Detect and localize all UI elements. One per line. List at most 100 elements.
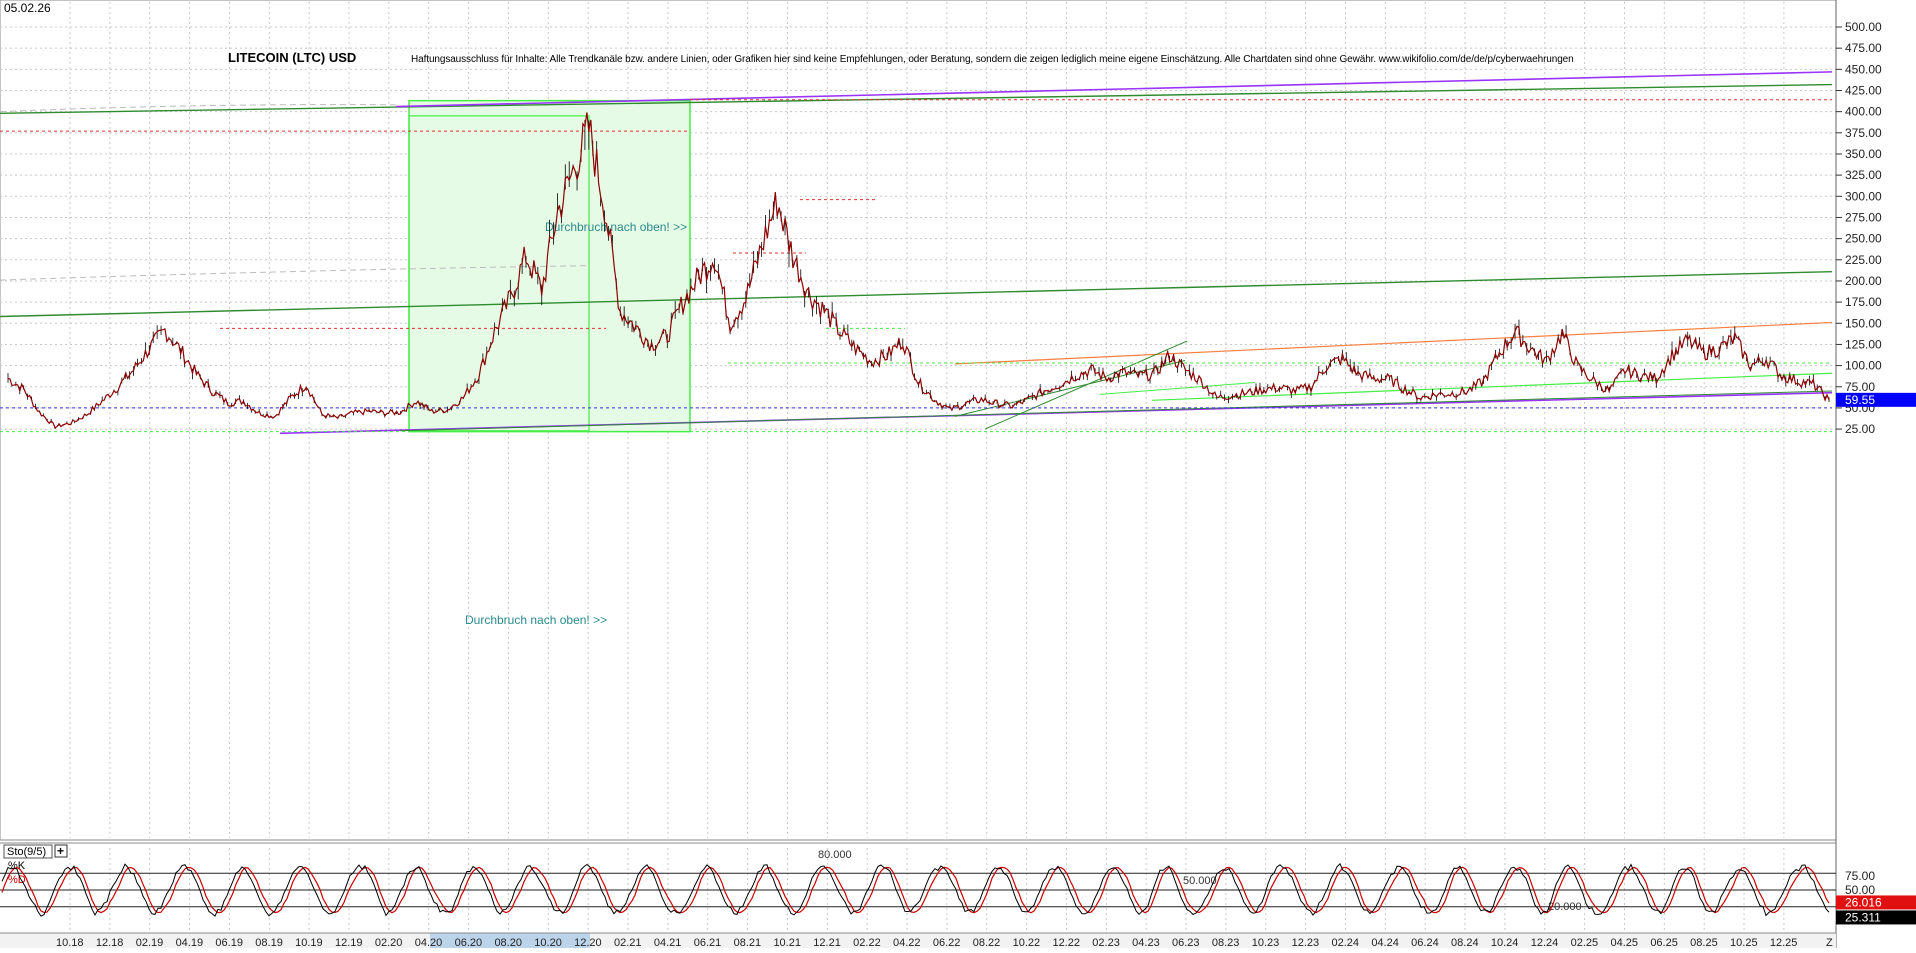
y-tick-label: 175.00 <box>1845 295 1882 309</box>
stoch-y-tick-label: 75.00 <box>1845 869 1875 883</box>
current-price-box <box>1836 392 1916 407</box>
current-price-label: 59.55 <box>1845 393 1875 407</box>
trend-line-light-green <box>1151 372 1833 401</box>
indicator-toggle-icon: + <box>57 844 64 858</box>
x-tick-label: 02.25 <box>1571 937 1599 948</box>
stoch-d-line <box>1 866 1830 914</box>
breakout-zone-box <box>408 99 691 433</box>
y-tick-label: 100.00 <box>1845 359 1882 373</box>
x-tick-label: 12.22 <box>1052 937 1080 948</box>
channel-line <box>1099 382 1256 395</box>
x-tick-label: 12.25 <box>1770 937 1798 948</box>
y-tick-label: 425.00 <box>1845 83 1882 97</box>
x-axis-end-marker: Z <box>1826 937 1833 948</box>
x-tick-label: 10.23 <box>1252 937 1280 948</box>
y-tick-label: 450.00 <box>1845 62 1882 76</box>
x-tick-label: 08.21 <box>734 937 762 948</box>
x-tick-label: 04.19 <box>176 937 204 948</box>
x-tick-label: 12.24 <box>1531 937 1559 948</box>
x-tick-label: 02.21 <box>614 937 642 948</box>
x-tick-label: 10.22 <box>1013 937 1041 948</box>
x-axis-highlight <box>430 933 590 948</box>
stoch-d-value-box <box>1836 910 1916 925</box>
y-tick-label: 375.00 <box>1845 126 1882 140</box>
y-tick-label: 325.00 <box>1845 168 1882 182</box>
chart-date: 05.02.26 <box>4 1 51 15</box>
y-tick-label: 150.00 <box>1845 316 1882 330</box>
x-tick-label: 10.18 <box>56 937 84 948</box>
x-tick-label: 08.24 <box>1451 937 1479 948</box>
x-tick-label: 02.19 <box>136 937 164 948</box>
y-tick-label: 400.00 <box>1845 105 1882 119</box>
annotation-breakout-upper: Durchbruch nach oben! >> <box>545 220 687 234</box>
x-tick-label: 12.18 <box>96 937 124 948</box>
x-tick-label: 08.25 <box>1690 937 1718 948</box>
stoch-d-value: 25.311 <box>1845 910 1881 924</box>
indicator-tab <box>3 844 53 859</box>
y-tick-label: 25.00 <box>1845 422 1875 436</box>
breakout-zone-inner <box>408 115 590 432</box>
x-tick-label: 10.20 <box>534 937 562 948</box>
x-tick-label: 04.20 <box>415 937 443 948</box>
x-tick-label: 06.24 <box>1411 937 1439 948</box>
x-tick-label: 10.21 <box>773 937 801 948</box>
y-tick-label: 275.00 <box>1845 210 1882 224</box>
x-tick-label: 06.21 <box>694 937 722 948</box>
y-tick-label: 75.00 <box>1845 380 1875 394</box>
trend-line-middle-green <box>0 270 1833 318</box>
indicator-toggle-box <box>54 844 68 858</box>
x-tick-label: 08.20 <box>494 937 522 948</box>
y-tick-label: 250.00 <box>1845 232 1882 246</box>
y-tick-label: 500.00 <box>1845 20 1882 34</box>
x-tick-label: 06.23 <box>1172 937 1200 948</box>
x-tick-label: 12.23 <box>1292 937 1320 948</box>
trend-line-orange <box>954 321 1833 365</box>
disclaimer-text: Haftungsausschluss für Inhalte: Alle Tre… <box>411 54 1574 65</box>
stoch-level-20-label: 20.000 <box>1548 901 1582 913</box>
x-tick-label: 02.23 <box>1092 937 1120 948</box>
x-tick-label: 06.20 <box>455 937 483 948</box>
x-tick-label: 04.21 <box>654 937 682 948</box>
y-tick-label: 225.00 <box>1845 253 1882 267</box>
x-tick-label: 12.21 <box>813 937 841 948</box>
trend-line-upper-green <box>0 83 1833 115</box>
x-tick-label: 06.25 <box>1650 937 1678 948</box>
chart-title: LITECOIN (LTC) USD <box>228 50 357 65</box>
x-tick-label: 08.19 <box>255 937 283 948</box>
x-tick-label: 04.23 <box>1132 937 1160 948</box>
y-tick-label: 350.00 <box>1845 147 1882 161</box>
x-tick-label: 02.22 <box>853 937 881 948</box>
x-tick-label: 12.19 <box>335 937 363 948</box>
x-tick-label: 06.19 <box>215 937 243 948</box>
faint-arc <box>0 265 587 281</box>
trend-line-lower-green <box>399 390 1833 432</box>
x-tick-label: 04.25 <box>1610 937 1638 948</box>
stoch-k-value-box <box>1836 895 1916 910</box>
x-tick-label: 02.20 <box>375 937 403 948</box>
trend-line-upper-purple <box>395 71 1833 108</box>
y-tick-label: 300.00 <box>1845 189 1882 203</box>
faint-arc <box>0 104 401 113</box>
stoch-k-value: 26.016 <box>1845 895 1882 909</box>
stoch-level-50-label: 50.000 <box>1183 875 1217 887</box>
x-tick-label: 04.22 <box>893 937 921 948</box>
annotation-breakout-lower: Durchbruch nach oben! >> <box>465 613 607 627</box>
y-tick-label: 125.00 <box>1845 337 1882 351</box>
x-tick-label: 10.25 <box>1730 937 1758 948</box>
stoch-d-label: %D <box>8 874 26 886</box>
x-tick-label: 12.20 <box>574 937 602 948</box>
x-tick-label: 08.23 <box>1212 937 1240 948</box>
stoch-k-line <box>1 863 1830 917</box>
price-series <box>7 112 1830 430</box>
stoch-level-80-label: 80.000 <box>818 849 852 861</box>
x-tick-label: 10.24 <box>1491 937 1519 948</box>
x-tick-label: 02.24 <box>1331 937 1359 948</box>
y-tick-label: 475.00 <box>1845 41 1882 55</box>
x-tick-label: 06.22 <box>933 937 961 948</box>
x-tick-label: 08.22 <box>973 937 1001 948</box>
stoch-y-tick-label: 50.00 <box>1845 883 1875 897</box>
y-tick-label: 200.00 <box>1845 274 1882 288</box>
